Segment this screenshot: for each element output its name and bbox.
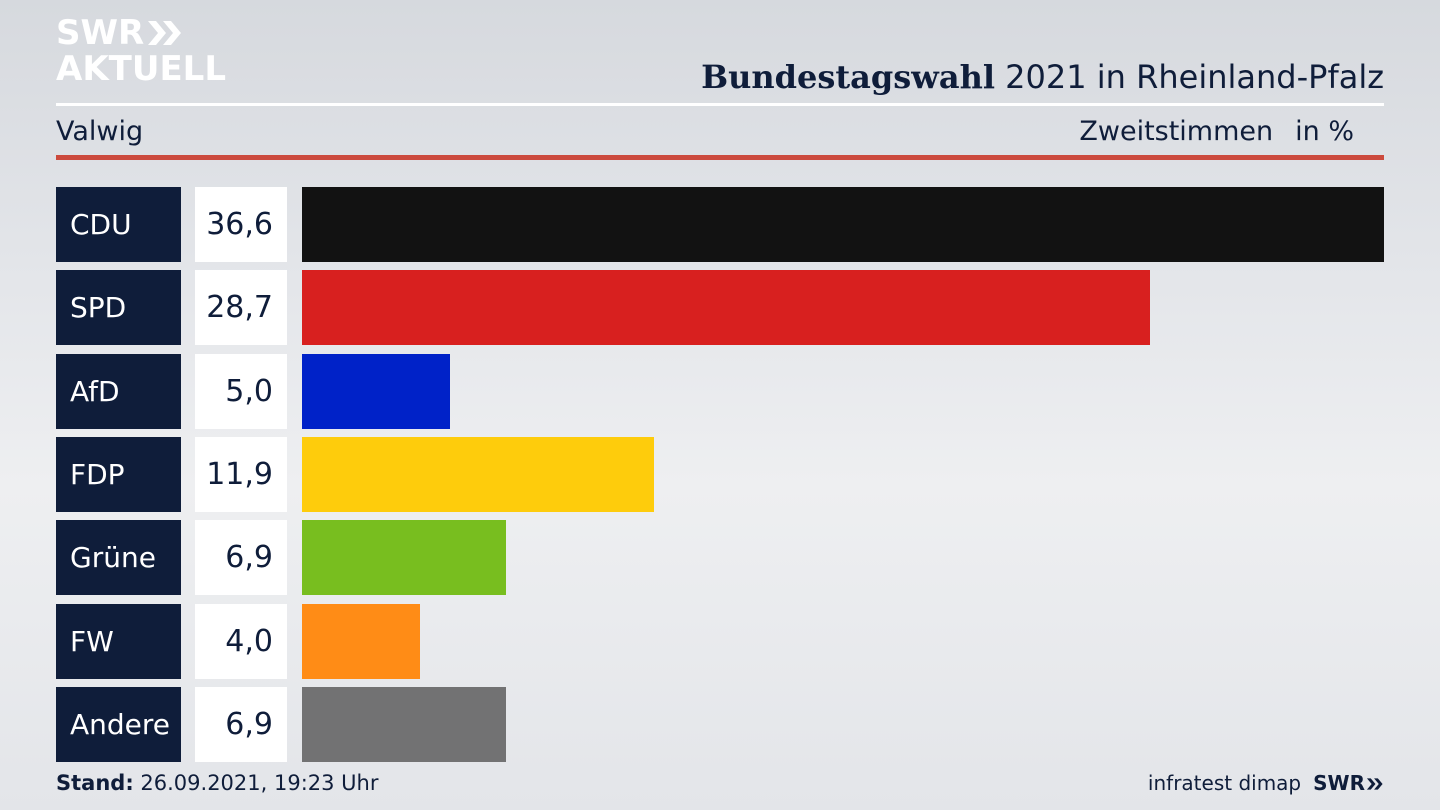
bar-row: CDU 36,6: [56, 187, 1384, 262]
bar: [302, 520, 506, 596]
value-label: 6,9: [195, 520, 287, 596]
bar: [302, 686, 506, 762]
bar-row: SPD 28,7: [56, 270, 1384, 346]
party-label: Andere: [56, 686, 181, 762]
party-label: Grüne: [56, 520, 181, 596]
logo-text-swr: SWR: [56, 13, 145, 53]
source-credit: infratest dimap SWR: [1148, 771, 1384, 795]
chart-title-bold: Bundestagswahl: [701, 58, 995, 96]
value-label: 6,9: [195, 686, 287, 762]
party-label: FW: [56, 603, 181, 679]
source-text: infratest dimap: [1147, 771, 1302, 795]
bar: [302, 436, 654, 512]
measure-unit: in %: [1295, 116, 1354, 147]
party-label: AfD: [56, 353, 181, 429]
measure-name: Zweitstimmen: [1079, 116, 1274, 147]
region-name: Valwig: [56, 116, 144, 147]
logo-text-aktuell: AKTUELL: [56, 49, 227, 89]
timestamp-label: Stand:: [56, 771, 134, 795]
swr-aktuell-logo: SWR AKTUELL: [56, 16, 226, 86]
swr-footer-logo: SWR: [1313, 771, 1384, 795]
bar-row: Grüne 6,9: [56, 520, 1384, 596]
value-label: 28,7: [195, 270, 287, 346]
bar: [302, 603, 420, 679]
party-label: SPD: [56, 270, 181, 346]
value-label: 11,9: [195, 436, 287, 512]
timestamp: Stand: 26.09.2021, 19:23 Uhr: [56, 771, 379, 795]
accent-divider: [56, 155, 1384, 160]
bar: [302, 353, 450, 429]
bar: [302, 187, 1384, 262]
measure-label: Zweitstimmen in %: [1079, 116, 1354, 147]
value-label: 5,0: [195, 353, 287, 429]
bar-row: FW 4,0: [56, 603, 1384, 679]
bar: [302, 270, 1150, 346]
value-label: 36,6: [195, 187, 287, 262]
double-chevron-icon: [1366, 778, 1383, 790]
swr-footer-text: SWR: [1313, 771, 1365, 795]
party-label: CDU: [56, 187, 181, 262]
bar-row: Andere 6,9: [56, 686, 1384, 762]
chart-title-rest: 2021 in Rheinland-Pfalz: [995, 58, 1384, 96]
bar-row: AfD 5,0: [56, 353, 1384, 429]
value-label: 4,0: [195, 603, 287, 679]
header-divider: [56, 103, 1384, 106]
double-chevron-icon: [148, 21, 182, 45]
timestamp-value: 26.09.2021, 19:23 Uhr: [133, 771, 379, 795]
chart-title: Bundestagswahl 2021 in Rheinland-Pfalz: [701, 58, 1384, 96]
party-label: FDP: [56, 436, 181, 512]
bar-row: FDP 11,9: [56, 436, 1384, 512]
